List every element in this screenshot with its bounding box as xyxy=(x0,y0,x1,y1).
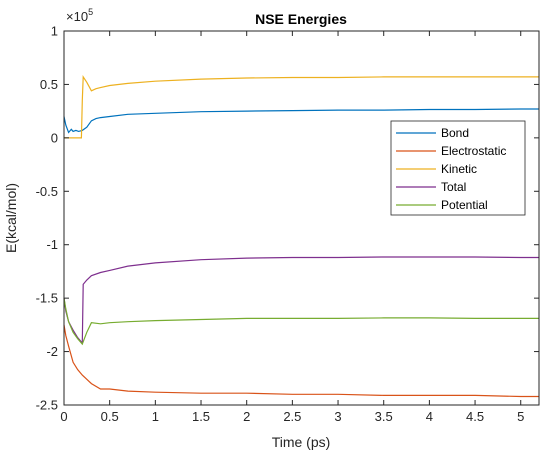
y-tick-label: -2 xyxy=(46,344,58,359)
x-axis-label: Time (ps) xyxy=(272,434,331,450)
legend-label-total: Total xyxy=(441,180,466,194)
x-tick-label: 0.5 xyxy=(101,409,119,424)
plot-area-frame xyxy=(63,30,540,406)
legend-box xyxy=(390,120,526,216)
legend: Bond Electrostatic Kinetic Total Potential xyxy=(390,120,526,216)
x-tick-label: 2.5 xyxy=(283,409,301,424)
ticks-layer: 0 0.5 1 1.5 2 2.5 3 3.5 4 4.5 5 1 0.5 0 -0.5 -1 -1.5 -2 -2… xyxy=(36,24,539,424)
x-tick-label: 2 xyxy=(243,409,250,424)
legend-label-electrostatic: Electrostatic xyxy=(441,144,506,158)
x-tick-label: 1.5 xyxy=(192,409,210,424)
y-exponent-base: ×10 xyxy=(66,9,88,24)
y-axis-label: E(kcal/mol) xyxy=(3,183,19,253)
series-line-bond xyxy=(63,108,539,134)
x-tick-label: 4.5 xyxy=(466,409,484,424)
x-tick-label: 3.5 xyxy=(375,409,393,424)
y-tick-label: 1 xyxy=(51,24,58,39)
x-tick-label: 3 xyxy=(334,409,341,424)
y-tick-label: -2.5 xyxy=(36,398,58,413)
y-tick-label: 0.5 xyxy=(40,77,58,92)
legend-label-kinetic: Kinetic xyxy=(441,162,477,176)
series-line-kinetic xyxy=(64,75,539,139)
series-line-total xyxy=(63,256,539,345)
legend-label-potential: Potential xyxy=(441,198,488,212)
y-tick-label: -1 xyxy=(46,237,58,252)
series-line-potential xyxy=(63,298,539,346)
x-tick-label: 5 xyxy=(517,409,524,424)
x-tick-label: 1 xyxy=(152,409,159,424)
legend-items: Bond Electrostatic Kinetic Total Potential xyxy=(396,126,506,212)
x-tick-label: 0 xyxy=(60,409,67,424)
series-layer xyxy=(63,75,539,398)
legend-label-bond: Bond xyxy=(441,126,469,140)
x-tick-label: 4 xyxy=(426,409,433,424)
chart-title: NSE Energies xyxy=(255,11,347,27)
series-line-electrostatic xyxy=(63,324,539,398)
y-exponent-power: 5 xyxy=(88,7,93,17)
y-exponent-label: ×105 xyxy=(66,7,93,24)
y-tick-label: -1.5 xyxy=(36,291,58,306)
y-tick-label: -0.5 xyxy=(36,184,58,199)
y-tick-label: 0 xyxy=(51,130,58,145)
